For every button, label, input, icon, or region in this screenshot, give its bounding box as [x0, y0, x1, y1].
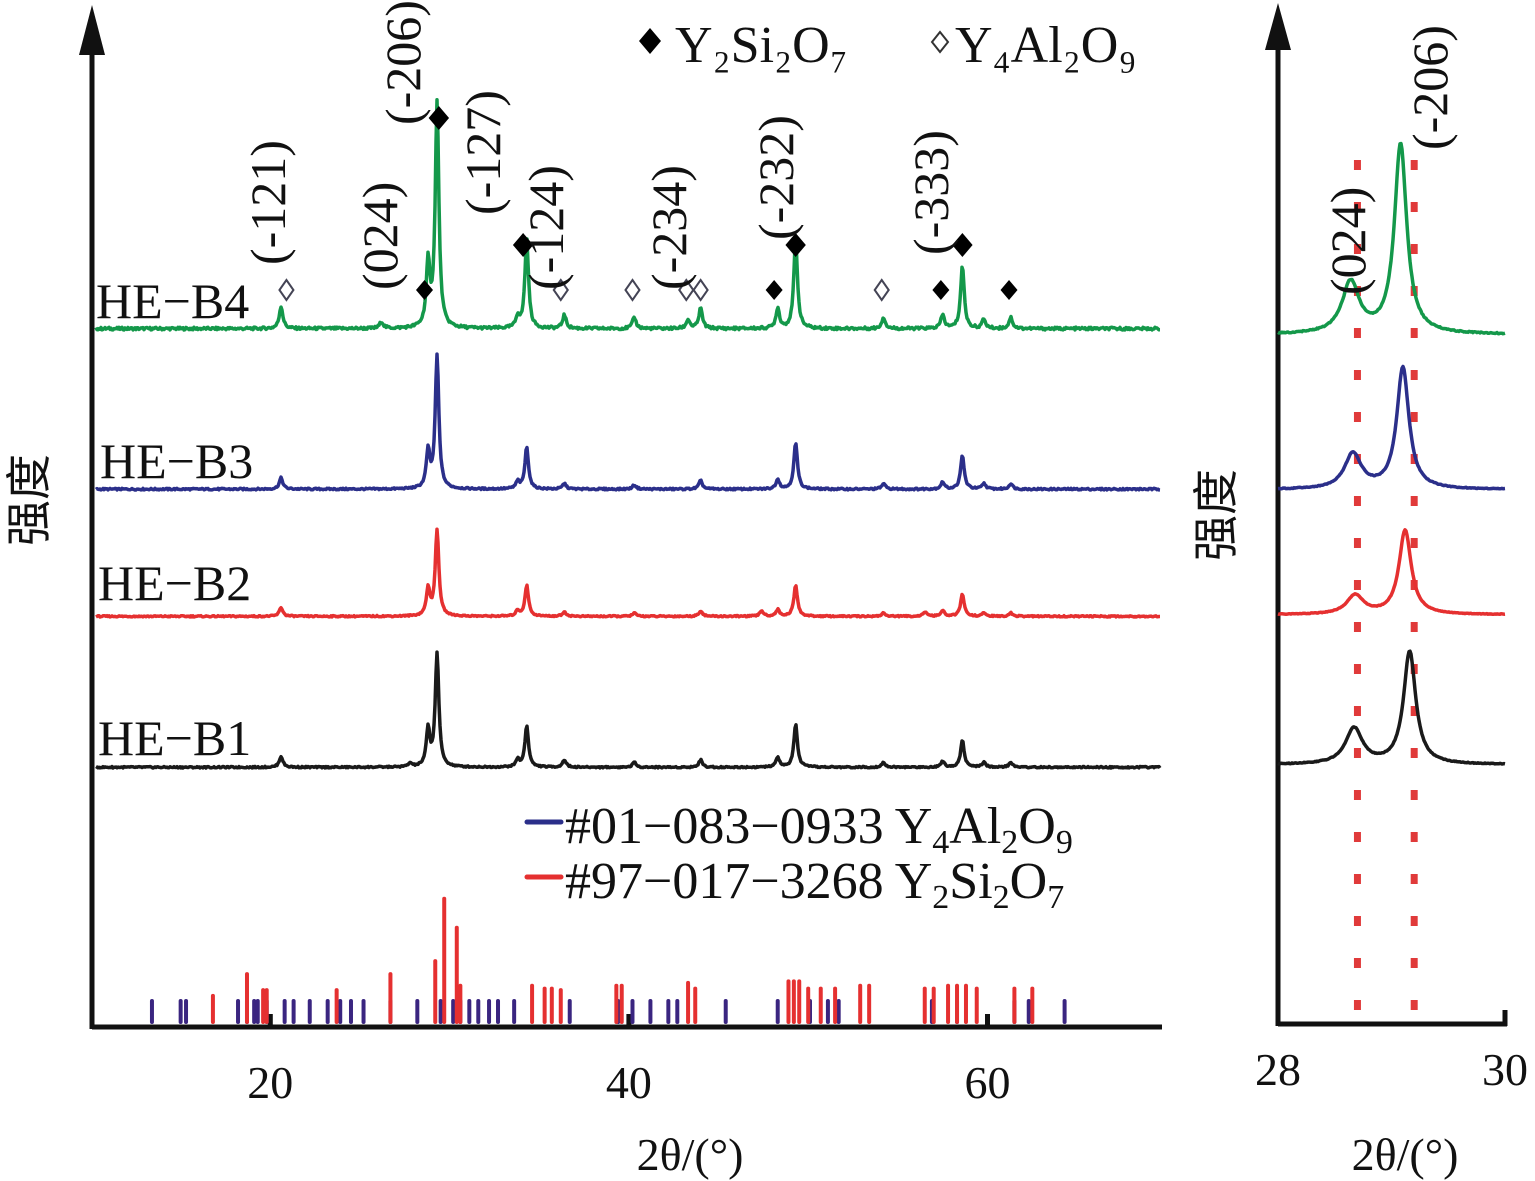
- y2si2o7-marker-icon: [932, 280, 950, 300]
- phase-legend: Y₂Si₂O₇ Y₄Al₂O₉: [639, 17, 1137, 74]
- main-x-tick-label: 20: [247, 1057, 293, 1108]
- trace-he-b1: [95, 650, 1162, 770]
- y4al2o9-marker-icon: [278, 278, 295, 302]
- hkl-label-121: (-121): [240, 140, 296, 265]
- hkl-label-232: (-232): [748, 115, 804, 240]
- zoom-x-tick-label: 28: [1255, 1044, 1301, 1095]
- y2si2o7-marker-icon: [512, 233, 534, 257]
- series-label-he-b3: HE−B3: [100, 433, 253, 489]
- hkl-label-333: (-333): [903, 130, 959, 255]
- main-x-axis-label: 2θ/(°): [637, 1129, 744, 1180]
- reference-legend: #01−083−0933 Y4Al2O9 #97−017−3268 Y2Si2O…: [524, 798, 1073, 916]
- open-diamond-icon: [930, 30, 950, 54]
- y4al2o9-marker-icon: [624, 278, 641, 302]
- zoom-trace-he-b3: [1277, 364, 1506, 491]
- zoom-x-tick-label: 30: [1482, 1044, 1528, 1095]
- zoom-x-axis-label: 2θ/(°): [1352, 1129, 1459, 1180]
- trace-he-b3: [94, 352, 1161, 492]
- zoom-y-axis-label: 强度: [1191, 469, 1242, 561]
- hkl-label-124: (-124): [518, 165, 574, 290]
- main-y-axis-arrow-icon: [79, 5, 105, 55]
- y4al2o9-marker-icon: [552, 278, 569, 302]
- series-label-he-b4: HE−B4: [96, 273, 249, 329]
- hkl-label-024: (024): [352, 182, 408, 290]
- y2si2o7-marker-icon: [785, 233, 806, 257]
- legend-label-y4al2o9: Y₄Al₂O₉: [955, 17, 1137, 74]
- hkl-label-234: (-234): [641, 165, 697, 290]
- zoom-trace-he-b4: [1277, 141, 1506, 336]
- trace-he-b2: [95, 527, 1161, 619]
- zoom-hkl-label-206: (-206): [1402, 25, 1458, 150]
- main-x-tick-label: 40: [606, 1057, 652, 1108]
- legend-ref-y2si2o7: #97−017−3268 Y2Si2O7: [565, 853, 1064, 916]
- zoom-trace-he-b2: [1277, 528, 1506, 616]
- hkl-label-127: (-127): [455, 90, 511, 215]
- zoom-trace-he-b1: [1277, 649, 1506, 766]
- main-y-axis-label: 强度: [4, 454, 55, 546]
- zoom-hkl-label-024: (024): [1320, 187, 1376, 295]
- series-label-he-b1: HE−B1: [98, 710, 251, 766]
- y4al2o9-marker-icon: [692, 278, 709, 302]
- main-panel: 20 40 60 (-121) (024) (-206) (-127)(-124) (-23…: [4, 0, 1162, 1180]
- series-label-he-b2: HE−B2: [98, 555, 251, 611]
- zoom-panel: 28 30 (024) (-206) 强度 2θ/(°): [1191, 3, 1528, 1180]
- y2si2o7-marker-icon: [428, 106, 450, 130]
- hkl-label-206: (-206): [375, 0, 431, 125]
- legend-label-y2si2o7: Y₂Si₂O₇: [675, 17, 848, 74]
- y2si2o7-marker-icon: [952, 233, 973, 257]
- legend-ref-y4al2o9: #01−083−0933 Y4Al2O9: [565, 798, 1073, 861]
- main-x-tick-label: 60: [965, 1057, 1011, 1108]
- y4al2o9-marker-icon: [678, 278, 695, 302]
- y2si2o7-marker-icon: [765, 280, 783, 300]
- y2si2o7-marker-icon: [1000, 280, 1018, 300]
- y4al2o9-marker-icon: [873, 278, 890, 302]
- y2si2o7-marker-icon: [415, 280, 433, 300]
- filled-diamond-icon: [639, 28, 661, 54]
- trace-he-b4: [94, 98, 1161, 332]
- zoom-y-axis-arrow-icon: [1265, 3, 1291, 50]
